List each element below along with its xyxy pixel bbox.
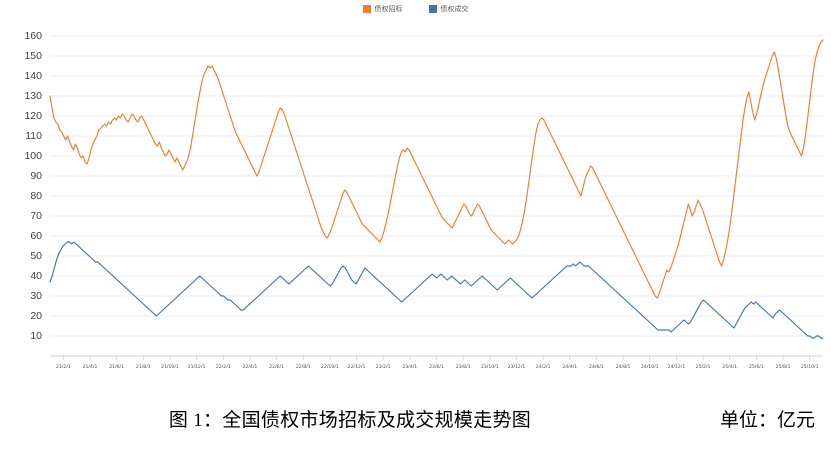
chart-canvas: 160 150 140 130 120 110 100 90 80 70 60 50 40 30 20 10 2… (24, 30, 824, 368)
x-axis-tick-label: 25/4/1 (722, 364, 737, 368)
series-line-transaction (49, 241, 824, 339)
y-axis-tick-label: 30 (30, 290, 42, 302)
x-axis-tick-label: 22/2/1 (216, 364, 231, 368)
legend-label-bidding: 债权招标 (374, 5, 403, 13)
x-axis-tick-label: 21/12/1 (188, 364, 206, 368)
x-axis-tick-label: 22/10/1 (321, 364, 339, 368)
x-axis-tick-label: 22/8/1 (296, 364, 311, 368)
line-chart: 160 150 140 130 120 110 100 90 80 70 60 50 40 30 20 10 2… (0, 16, 831, 368)
figure-caption-row: 图 1：全国债权市场招标及成交规模走势图 单位：亿元 (0, 398, 831, 438)
x-axis-tick-label: 23/2/1 (376, 364, 391, 368)
y-axis-tick-label: 50 (30, 250, 42, 262)
y-axis-tick-label: 60 (30, 230, 42, 242)
x-axis-tick-label: 25/2/1 (696, 364, 711, 368)
x-axis-tick-label: 22/4/1 (243, 364, 258, 368)
y-axis-tick-label: 80 (30, 190, 42, 202)
figure-caption-title: 图 1：全国债权市场招标及成交规模走势图 (168, 409, 532, 431)
x-axis-tick-label: 23/10/1 (481, 364, 499, 368)
x-axis-tick-label: 24/4/1 (562, 364, 577, 368)
figure-unit-label: 单位：亿元 (719, 409, 815, 431)
x-axis-tick-label: 23/4/1 (402, 364, 417, 368)
y-axis-tick-label: 70 (30, 210, 42, 222)
x-axis-tick-label: 23/8/1 (456, 364, 471, 368)
x-axis-tick-label: 21/6/1 (109, 364, 124, 368)
legend-label-transaction: 债权成交 (440, 5, 469, 13)
y-axis-tick-label: 140 (24, 70, 42, 82)
x-axis-tick-label: 25/6/1 (749, 364, 764, 368)
y-axis-tick-label: 150 (24, 50, 42, 62)
x-axis-tick-label: 21/10/1 (161, 364, 179, 368)
x-axis-tick-label: 22/12/1 (348, 364, 366, 368)
y-axis-tick-label: 100 (24, 150, 42, 162)
x-axis-tick-label: 21/8/1 (136, 364, 151, 368)
square-marker-icon (362, 5, 371, 13)
x-axis-tick-label: 25/8/1 (776, 364, 791, 368)
legend-item-transaction: 债权成交 (428, 5, 469, 13)
y-axis-tick-label: 10 (30, 330, 42, 342)
square-marker-icon (428, 5, 437, 13)
x-axis-tick-label: 24/8/1 (616, 364, 631, 368)
y-axis-tick-label: 130 (24, 90, 42, 102)
y-axis-tick-label: 120 (24, 110, 42, 122)
y-axis-tick-label: 90 (30, 170, 42, 182)
x-axis-tick-label: 25/10/1 (801, 364, 819, 368)
chart-legend: 债权招标 债权成交 (0, 2, 831, 16)
x-axis-tick-label: 24/10/1 (641, 364, 659, 368)
y-axis-tick-label: 160 (24, 30, 42, 42)
series-line-bidding (49, 39, 824, 299)
x-axis-tick-label: 24/12/1 (668, 364, 686, 368)
x-axis-tick-label: 23/12/1 (508, 364, 526, 368)
x-axis-tick-label: 21/2/1 (56, 364, 71, 368)
x-axis-tick-label: 21/4/1 (83, 364, 98, 368)
y-axis-tick-label: 20 (30, 310, 42, 322)
legend-item-bidding: 债权招标 (362, 5, 403, 13)
x-axis-tick-label: 22/6/1 (269, 364, 284, 368)
y-axis-tick-label: 40 (30, 270, 42, 282)
x-axis-tick-label: 24/2/1 (536, 364, 551, 368)
x-axis-tick-label: 24/6/1 (589, 364, 604, 368)
x-axis-tick-label: 23/6/1 (429, 364, 444, 368)
y-axis-tick-label: 110 (25, 130, 42, 142)
